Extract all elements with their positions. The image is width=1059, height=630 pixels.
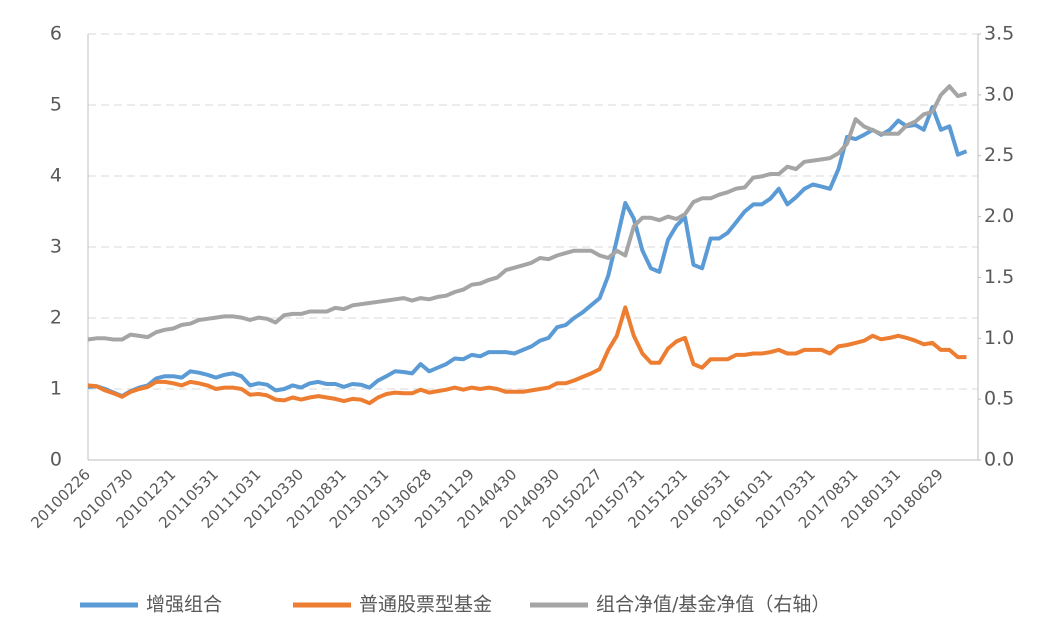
y2-tick-label: 0.5 (984, 388, 1014, 410)
y-tick-label: 4 (50, 165, 62, 187)
y-tick-label: 0 (50, 449, 62, 471)
y2-tick-label: 3.0 (984, 83, 1014, 105)
series-line (87, 84, 968, 342)
legend-label: 组合净值/基金净值（右轴） (596, 594, 830, 616)
y2-tick-label: 3.5 (984, 23, 1014, 45)
y2-tick-label: 2.0 (984, 205, 1014, 227)
y-tick-label: 2 (50, 307, 62, 329)
legend-label: 普通股票型基金 (359, 594, 492, 616)
y2-tick-label: 2.5 (984, 144, 1014, 166)
series-line (87, 105, 968, 399)
y-tick-label: 5 (50, 94, 62, 116)
y2-tick-label: 0.0 (984, 449, 1014, 471)
y-tick-label: 1 (50, 378, 62, 400)
legend-label: 增强组合 (146, 594, 222, 616)
y2-tick-label: 1.5 (984, 266, 1014, 288)
series-line (87, 305, 967, 406)
y-tick-label: 6 (50, 23, 62, 45)
y-tick-label: 3 (50, 236, 62, 258)
y2-tick-label: 1.0 (984, 327, 1014, 349)
